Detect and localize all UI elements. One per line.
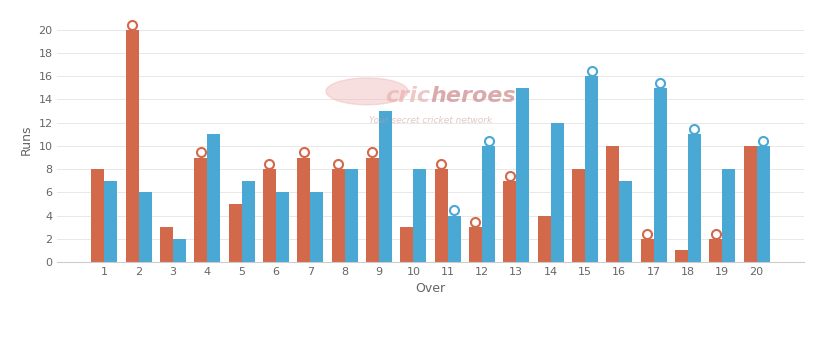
Bar <box>618 181 631 262</box>
Bar <box>242 181 255 262</box>
Bar <box>125 30 138 262</box>
Bar <box>687 134 700 262</box>
Bar <box>722 169 735 262</box>
Bar <box>653 88 666 262</box>
Bar <box>550 123 563 262</box>
Circle shape <box>326 78 408 105</box>
Bar <box>482 146 495 262</box>
Bar <box>708 239 722 262</box>
Bar <box>91 169 104 262</box>
X-axis label: Over: Over <box>415 282 445 296</box>
Bar <box>756 146 769 262</box>
Bar <box>413 169 426 262</box>
Bar <box>674 250 687 262</box>
Bar <box>173 239 186 262</box>
Bar <box>516 88 529 262</box>
Text: Your secret cricket network: Your secret cricket network <box>369 116 491 125</box>
Bar <box>263 169 276 262</box>
Bar <box>584 76 597 262</box>
Bar <box>297 158 310 262</box>
Bar <box>468 227 482 262</box>
Bar <box>537 215 550 262</box>
Bar <box>160 227 173 262</box>
Bar <box>276 193 289 262</box>
Bar <box>310 193 323 262</box>
Bar <box>344 169 357 262</box>
Text: cric: cric <box>385 86 430 106</box>
Bar <box>503 181 516 262</box>
Bar <box>194 158 207 262</box>
Bar <box>571 169 584 262</box>
Bar <box>207 134 220 262</box>
Bar <box>605 146 618 262</box>
Bar <box>447 215 460 262</box>
Bar <box>229 204 242 262</box>
Bar <box>434 169 447 262</box>
Bar <box>365 158 378 262</box>
Bar <box>743 146 756 262</box>
Bar <box>138 193 152 262</box>
Bar <box>400 227 413 262</box>
Legend: CAB Kerala, CAB Odisha: CAB Kerala, CAB Odisha <box>326 360 534 364</box>
Bar <box>331 169 344 262</box>
Text: heroes: heroes <box>430 86 515 106</box>
Bar <box>104 181 117 262</box>
Y-axis label: Runs: Runs <box>20 125 33 155</box>
Bar <box>378 111 391 262</box>
Bar <box>640 239 653 262</box>
